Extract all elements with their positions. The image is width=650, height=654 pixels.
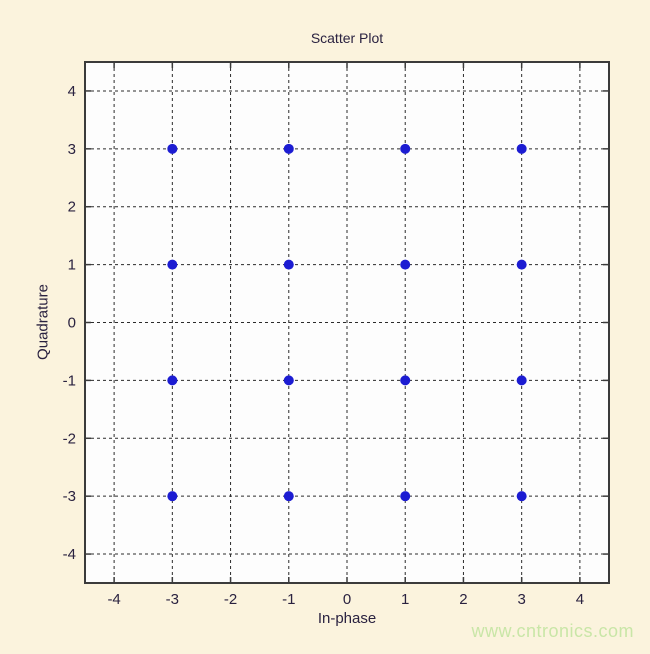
watermark: www.cntronics.com: [471, 621, 634, 641]
data-point: [283, 143, 294, 154]
data-point: [400, 259, 411, 270]
data-point: [516, 375, 527, 386]
y-tick-label: 0: [68, 315, 76, 332]
y-tick-label: -4: [63, 546, 76, 563]
y-tick-label: 1: [68, 257, 76, 274]
data-point: [283, 259, 294, 270]
x-tick-label: -2: [224, 591, 237, 608]
y-tick-label: -3: [63, 488, 76, 505]
y-axis-label: Quadrature: [34, 284, 52, 360]
data-point: [167, 143, 178, 154]
data-point: [167, 375, 178, 386]
x-tick-label: 1: [401, 591, 409, 608]
data-point: [400, 143, 411, 154]
axes-border: [84, 61, 610, 584]
data-point: [516, 259, 527, 270]
data-point: [283, 375, 294, 386]
x-tick-label: 2: [459, 591, 467, 608]
data-point: [516, 491, 527, 502]
y-tick-label: 4: [68, 83, 76, 100]
y-tick-label: -2: [63, 430, 76, 447]
y-tick-label: 2: [68, 199, 76, 216]
x-axis-label: In-phase: [317, 610, 377, 627]
data-point: [167, 259, 178, 270]
data-point: [167, 491, 178, 502]
x-tick-label: -1: [282, 591, 295, 608]
x-tick-label: -4: [107, 591, 120, 608]
data-point: [283, 491, 294, 502]
x-tick-label: 3: [517, 591, 525, 608]
data-point: [400, 491, 411, 502]
x-tick-label: -3: [166, 591, 179, 608]
data-point: [516, 143, 527, 154]
y-tick-label: -1: [63, 372, 76, 389]
data-point: [400, 375, 411, 386]
x-tick-label: 4: [576, 591, 584, 608]
x-tick-label: 0: [343, 591, 351, 608]
chart-title: Scatter Plot: [310, 30, 384, 46]
y-tick-label: 3: [68, 141, 76, 158]
